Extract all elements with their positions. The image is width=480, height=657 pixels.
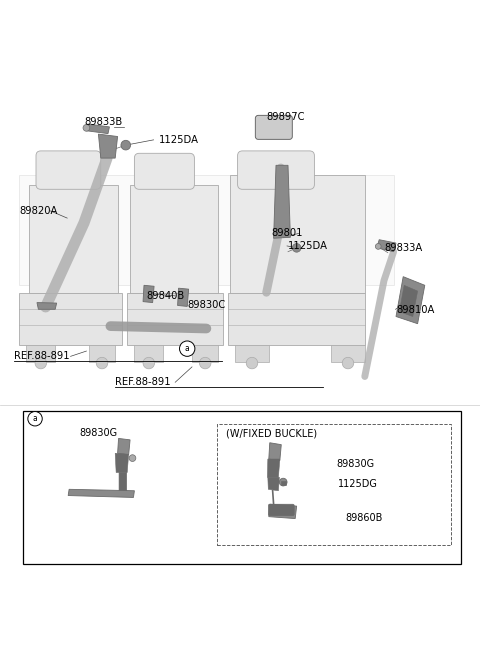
Polygon shape bbox=[130, 185, 218, 292]
Bar bbox=[134, 346, 163, 362]
Polygon shape bbox=[268, 477, 279, 491]
Bar bbox=[89, 346, 115, 362]
Circle shape bbox=[180, 341, 195, 356]
Polygon shape bbox=[396, 277, 425, 324]
FancyBboxPatch shape bbox=[134, 153, 194, 189]
FancyBboxPatch shape bbox=[255, 116, 292, 139]
Text: 89840B: 89840B bbox=[146, 291, 185, 301]
Text: 1125DA: 1125DA bbox=[288, 241, 328, 251]
Text: 89830G: 89830G bbox=[336, 459, 374, 469]
Text: 89820A: 89820A bbox=[19, 206, 58, 216]
FancyBboxPatch shape bbox=[268, 504, 294, 516]
Polygon shape bbox=[98, 134, 118, 158]
Bar bbox=[331, 346, 365, 362]
FancyBboxPatch shape bbox=[281, 481, 286, 486]
Polygon shape bbox=[119, 472, 127, 491]
Circle shape bbox=[96, 357, 108, 369]
Text: 89830G: 89830G bbox=[79, 428, 117, 438]
Text: 1125DG: 1125DG bbox=[338, 479, 378, 489]
Text: (W/FIXED BUCKLE): (W/FIXED BUCKLE) bbox=[226, 428, 317, 438]
Polygon shape bbox=[269, 443, 281, 461]
Bar bbox=[26, 346, 55, 362]
Bar bbox=[217, 424, 451, 545]
Polygon shape bbox=[267, 459, 280, 477]
Polygon shape bbox=[19, 175, 394, 285]
Text: a: a bbox=[33, 415, 37, 423]
Circle shape bbox=[342, 357, 354, 369]
Bar bbox=[23, 411, 461, 564]
FancyBboxPatch shape bbox=[36, 151, 101, 189]
Polygon shape bbox=[86, 124, 109, 133]
Polygon shape bbox=[274, 166, 290, 238]
Polygon shape bbox=[118, 438, 130, 455]
Text: 89801: 89801 bbox=[271, 229, 303, 238]
Circle shape bbox=[83, 124, 90, 131]
Circle shape bbox=[375, 244, 381, 249]
Circle shape bbox=[200, 357, 211, 369]
Text: a: a bbox=[185, 344, 190, 353]
Polygon shape bbox=[178, 288, 189, 306]
Polygon shape bbox=[127, 292, 223, 346]
Text: 89830C: 89830C bbox=[187, 300, 226, 311]
Circle shape bbox=[292, 244, 301, 252]
FancyBboxPatch shape bbox=[238, 151, 314, 189]
Polygon shape bbox=[228, 292, 365, 346]
Circle shape bbox=[35, 357, 47, 369]
Text: 89833B: 89833B bbox=[84, 117, 122, 127]
Text: 89860B: 89860B bbox=[346, 513, 383, 523]
Circle shape bbox=[143, 357, 155, 369]
Polygon shape bbox=[399, 285, 418, 317]
Polygon shape bbox=[19, 292, 122, 346]
Circle shape bbox=[28, 411, 42, 426]
Polygon shape bbox=[269, 504, 297, 518]
Text: 89833A: 89833A bbox=[384, 243, 422, 254]
Circle shape bbox=[279, 478, 287, 486]
Text: 89897C: 89897C bbox=[266, 112, 305, 122]
Polygon shape bbox=[37, 303, 57, 309]
Polygon shape bbox=[377, 240, 396, 252]
Polygon shape bbox=[143, 285, 154, 303]
Polygon shape bbox=[29, 185, 118, 292]
Circle shape bbox=[121, 141, 131, 150]
Bar bbox=[235, 346, 269, 362]
Text: REF.88-891: REF.88-891 bbox=[115, 377, 171, 387]
Text: REF.88-891: REF.88-891 bbox=[14, 351, 70, 361]
Bar bbox=[192, 346, 218, 362]
Text: 89810A: 89810A bbox=[396, 306, 434, 315]
Circle shape bbox=[129, 455, 136, 461]
Polygon shape bbox=[230, 175, 365, 292]
Circle shape bbox=[246, 357, 258, 369]
Polygon shape bbox=[68, 489, 134, 497]
Polygon shape bbox=[115, 453, 129, 472]
Text: 1125DA: 1125DA bbox=[158, 135, 198, 145]
